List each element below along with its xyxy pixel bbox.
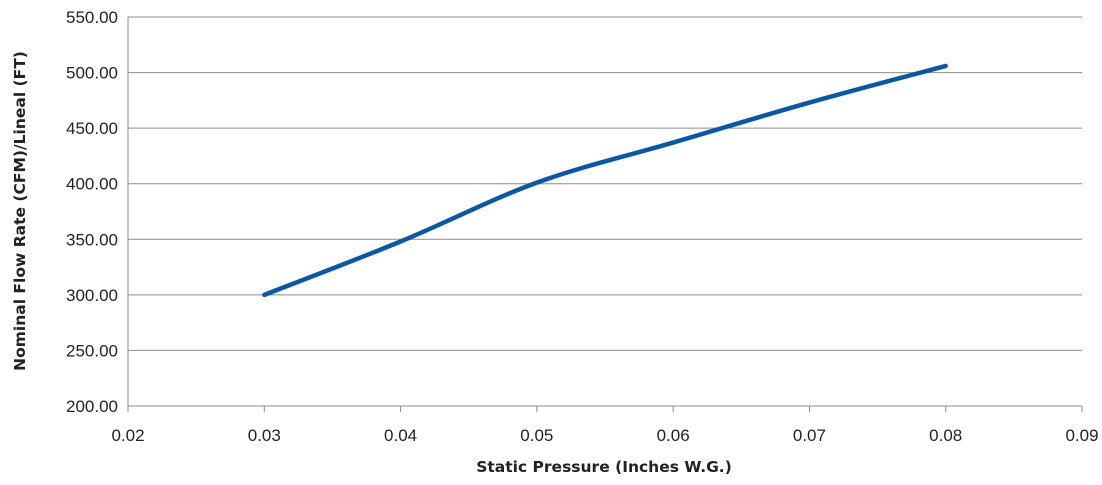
x-tick-label: 0.09: [1065, 426, 1098, 445]
y-tick-label: 200.00: [66, 397, 118, 416]
x-tick-label: 0.06: [657, 426, 690, 445]
y-tick-label: 450.00: [66, 119, 118, 138]
gridlines: [128, 16, 1082, 351]
y-tick-label: 400.00: [66, 175, 118, 194]
x-tick-label: 0.05: [520, 426, 553, 445]
x-tick-label: 0.02: [111, 426, 144, 445]
x-tick-label: 0.07: [793, 426, 826, 445]
x-tick-label: 0.08: [929, 426, 962, 445]
x-tick-label: 0.03: [248, 426, 281, 445]
y-tick-label: 300.00: [66, 286, 118, 305]
series-layer: [262, 63, 948, 298]
y-tick-label: 350.00: [66, 230, 118, 249]
series-line-0: [262, 63, 948, 298]
y-tick-label: 250.00: [66, 341, 118, 360]
x-tick-label: 0.04: [384, 426, 417, 445]
x-tick-labels: 0.02 0.03 0.04 0.05 0.06 0.07 0.08 0.09: [111, 426, 1098, 445]
y-tick-label: 550.00: [66, 8, 118, 27]
y-tick-labels: 550.00 500.00 450.00 400.00 350.00 300.00 250.…: [66, 8, 118, 416]
y-axis-title: Nominal Flow Rate (CFM)/Lineal (FT): [11, 51, 29, 371]
y-tick-label: 500.00: [66, 64, 118, 83]
axes: [127, 17, 1083, 412]
x-axis-title: Static Pressure (Inches W.G.): [476, 458, 732, 476]
